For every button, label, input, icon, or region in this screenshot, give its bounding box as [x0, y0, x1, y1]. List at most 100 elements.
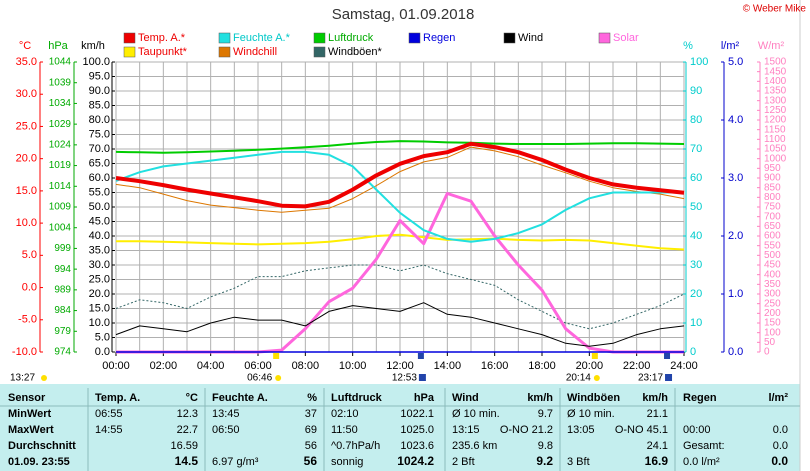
table-background [0, 384, 800, 471]
legend-label: Taupunkt* [138, 46, 188, 58]
legend-label: Windchill [233, 46, 277, 58]
legend-swatch [313, 32, 326, 44]
table-header: km/h [527, 392, 553, 404]
table-header: Luftdruck [331, 392, 383, 404]
y-tick-label: 150 [764, 318, 781, 329]
table-header: % [307, 392, 317, 404]
y-tick-label: 100 [764, 327, 781, 338]
y-tick-label: 10.0 [16, 217, 37, 229]
marker-tick [591, 353, 598, 359]
y-tick-label: 1029 [49, 119, 72, 130]
marker-label: 23:17 [638, 373, 663, 384]
axis-unit: % [683, 40, 693, 52]
y-tick-label: 1250 [764, 105, 787, 116]
series-line [116, 233, 685, 251]
series-line [115, 141, 685, 209]
y-tick-label: 1019 [49, 160, 72, 171]
y-tick-label: 700 [764, 211, 781, 222]
y-tick-label: 35.0 [16, 56, 37, 68]
table-header: Wind [452, 392, 479, 404]
marker-tick [417, 353, 424, 359]
axis-unit: °C [19, 40, 31, 52]
y-tick-label: 10 [690, 317, 702, 329]
x-tick-label: 24:00 [670, 360, 698, 372]
y-tick-label: 80.0 [89, 114, 110, 126]
y-tick-label: 40 [690, 230, 702, 242]
legend-swatch [218, 32, 231, 44]
y-tick-label: 50.0 [89, 201, 110, 213]
table-cell: 13:45 [212, 408, 240, 420]
moon-icon [665, 374, 673, 381]
axis-unit: hPa [48, 40, 68, 52]
legend-label: Temp. A.* [138, 32, 186, 44]
y-tick-label: 200 [764, 308, 781, 319]
y-tick-label: 25.0 [89, 273, 110, 285]
table-cell: O-NO 45.1 [615, 424, 668, 436]
y-tick-label: 50 [764, 337, 776, 348]
table-cell: 0.0 [773, 440, 788, 452]
credit: © Weber Mike [743, 4, 807, 15]
table-cell: 00:00 [683, 424, 711, 436]
legend-swatch [408, 32, 421, 44]
table-cell: 06:55 [95, 408, 123, 420]
table-cell: 1023.6 [400, 440, 434, 452]
y-tick-label: 1450 [764, 66, 787, 77]
y-tick-label: 1500 [764, 57, 787, 68]
y-tick-label: 60.0 [89, 172, 110, 184]
table-cell: Durchschnitt [8, 440, 76, 452]
series-line [115, 150, 684, 243]
y-tick-label: 20.0 [89, 288, 110, 300]
marker-label: 06:46 [247, 373, 272, 384]
legend-label: Solar [613, 32, 639, 44]
y-tick-label: 600 [764, 231, 781, 242]
y-tick-label: 0 [764, 347, 770, 358]
x-tick-label: 16:00 [481, 360, 509, 372]
table-cell: 02:10 [331, 408, 359, 420]
y-tick-label: 30.0 [89, 259, 110, 271]
table-header: km/h [642, 392, 668, 404]
y-tick-label: 90.0 [89, 85, 110, 97]
y-tick-label: 1350 [764, 86, 787, 97]
table-cell: 22.7 [177, 424, 198, 436]
y-tick-label: 35.0 [89, 244, 110, 256]
axis-unit: l/m² [721, 40, 740, 52]
y-tick-label: 400 [764, 269, 781, 280]
y-tick-label: 800 [764, 192, 781, 203]
y-tick-label: 1024 [49, 139, 72, 150]
y-tick-label: 984 [54, 305, 71, 316]
y-tick-label: 70.0 [89, 143, 110, 155]
y-tick-label: 900 [764, 173, 781, 184]
y-tick-label: 75.0 [89, 128, 110, 140]
table-cell: 13:05 [567, 424, 595, 436]
legend-label: Regen [423, 32, 455, 44]
table-cell: MaxWert [8, 424, 54, 436]
y-tick-label: 15.0 [89, 302, 110, 314]
table-cell: 235.6 km [452, 440, 497, 452]
table-cell: 1022.1 [400, 408, 434, 420]
table-cell: Gesamt: [683, 440, 725, 452]
table-cell: 9.7 [538, 408, 553, 420]
sun-icon [41, 375, 47, 381]
table-cell: 9.8 [538, 440, 553, 452]
legend-swatch [503, 32, 516, 44]
legend-swatch [313, 46, 326, 58]
table-cell: 06:50 [212, 424, 240, 436]
table-header: Feuchte A. [212, 392, 268, 404]
y-tick-label: 50 [690, 201, 702, 213]
x-tick-label: 10:00 [339, 360, 367, 372]
y-tick-label: 0.0 [95, 346, 110, 358]
table-header: Sensor [8, 392, 46, 404]
legend-swatch [598, 32, 611, 44]
y-tick-label: 80 [690, 114, 702, 126]
x-tick-label: 08:00 [292, 360, 320, 372]
marker-label: 12:53 [392, 373, 417, 384]
y-tick-label: 999 [54, 243, 71, 254]
series-line [115, 146, 685, 213]
table-header: Regen [683, 392, 717, 404]
y-tick-label: 1400 [764, 76, 787, 87]
legend-swatch [123, 32, 136, 44]
table-cell: 2 Bft [452, 456, 475, 468]
y-tick-label: 65.0 [89, 157, 110, 169]
y-tick-label: 1004 [49, 222, 72, 233]
